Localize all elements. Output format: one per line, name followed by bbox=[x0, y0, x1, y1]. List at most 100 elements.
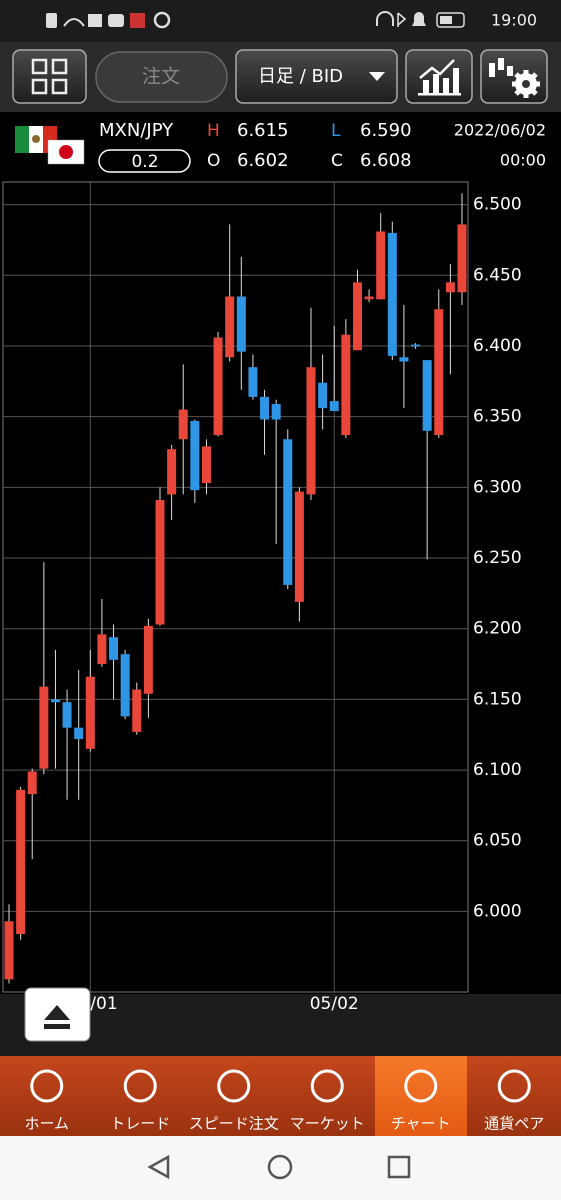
candle-body bbox=[16, 789, 26, 935]
candle-body bbox=[50, 699, 60, 703]
system-nav bbox=[0, 1136, 561, 1200]
candle-body bbox=[201, 446, 211, 484]
order-label: 注文 bbox=[142, 66, 180, 88]
close-label: C bbox=[331, 151, 343, 171]
chart-type-icon bbox=[418, 59, 461, 96]
candle-body bbox=[434, 309, 444, 436]
y-tick-label: 6.050 bbox=[473, 831, 522, 851]
candle-body bbox=[283, 439, 293, 585]
candle-body bbox=[399, 357, 409, 362]
nav-active bbox=[375, 1056, 467, 1136]
candle-body bbox=[306, 367, 316, 495]
candle-body bbox=[457, 224, 467, 293]
pair: MXN/JPY bbox=[99, 120, 174, 141]
candle-body bbox=[364, 296, 374, 300]
candle-body bbox=[248, 367, 258, 397]
open-value: 6.602 bbox=[237, 150, 289, 171]
candle-body bbox=[143, 625, 153, 694]
dropdown-arrow bbox=[369, 72, 385, 81]
candle-body bbox=[27, 771, 37, 795]
candle-body bbox=[167, 449, 177, 495]
low-label: L bbox=[331, 121, 341, 141]
nav-label: チャート bbox=[391, 1115, 451, 1133]
timeframe-label: 日足 / BID bbox=[258, 66, 343, 87]
candle-body bbox=[97, 634, 107, 665]
candle-body bbox=[155, 500, 165, 625]
candle-body bbox=[74, 727, 84, 739]
y-tick-label: 6.450 bbox=[473, 265, 522, 285]
candle-body bbox=[120, 654, 130, 717]
nav-icon bbox=[497, 1069, 531, 1103]
nav-icon bbox=[217, 1069, 251, 1103]
candle-body bbox=[236, 296, 246, 352]
candle-body bbox=[445, 282, 455, 293]
candle-body bbox=[352, 282, 362, 351]
chart-footer bbox=[0, 994, 561, 1056]
chart: 6.000 6.050 6.100 6.150 6.200 6.250 6.300 6.350… bbox=[2, 181, 522, 1014]
low-value: 6.590 bbox=[360, 120, 412, 141]
nav-label: 通貨ペア bbox=[484, 1115, 544, 1133]
nav-label: スピード注文 bbox=[189, 1115, 279, 1133]
candle-body bbox=[294, 491, 304, 602]
nav-label: マーケット bbox=[290, 1115, 365, 1133]
candle-body bbox=[190, 420, 200, 491]
y-tick-label: 6.000 bbox=[473, 901, 522, 921]
status-time: 19:00 bbox=[491, 11, 537, 30]
spread-box bbox=[98, 149, 191, 173]
candle-body bbox=[132, 689, 142, 732]
y-tick-label: 6.150 bbox=[473, 689, 522, 709]
candle-body bbox=[376, 231, 386, 300]
time: 00:00 bbox=[500, 151, 546, 170]
date: 2022/06/02 bbox=[454, 121, 546, 140]
candle-body bbox=[411, 344, 421, 347]
flags bbox=[15, 126, 85, 165]
spread: 0.2 bbox=[131, 152, 158, 172]
candle-body bbox=[387, 232, 397, 356]
system-nav-icons bbox=[147, 1154, 411, 1180]
x-tick-label: 05/02 bbox=[310, 994, 359, 1014]
candle-body bbox=[85, 676, 95, 749]
high-value: 6.615 bbox=[237, 120, 289, 141]
high-label: H bbox=[207, 121, 220, 141]
candle-body bbox=[39, 686, 49, 769]
order-button[interactable] bbox=[95, 51, 228, 103]
settings-icon bbox=[489, 58, 540, 98]
status-icons bbox=[46, 11, 465, 29]
nav-icon bbox=[404, 1069, 438, 1103]
y-tick-label: 6.100 bbox=[473, 760, 522, 780]
candle-body bbox=[329, 401, 339, 412]
nav-icon bbox=[123, 1069, 157, 1103]
menu-button[interactable] bbox=[12, 49, 87, 104]
candle-body bbox=[213, 337, 223, 436]
candle-body bbox=[422, 360, 432, 431]
bottom-nav bbox=[0, 1056, 561, 1136]
candle-body bbox=[318, 382, 328, 409]
nav-icon bbox=[310, 1069, 344, 1103]
candle-body bbox=[341, 334, 351, 436]
plot-area bbox=[2, 181, 469, 993]
status-bar bbox=[0, 0, 561, 42]
candle-body bbox=[4, 921, 14, 980]
y-tick-label: 6.200 bbox=[473, 619, 522, 639]
close-value: 6.608 bbox=[360, 150, 412, 171]
y-tick-label: 6.300 bbox=[473, 477, 522, 497]
y-tick-label: 6.250 bbox=[473, 548, 522, 568]
y-tick-label: 6.350 bbox=[473, 407, 522, 427]
candle-body bbox=[62, 702, 72, 728]
candle-body bbox=[260, 396, 270, 420]
open-label: O bbox=[207, 151, 220, 171]
candle-body bbox=[109, 637, 119, 660]
nav-label: トレード bbox=[110, 1115, 170, 1133]
nav-label: ホーム bbox=[24, 1115, 69, 1133]
candle-body bbox=[225, 296, 235, 358]
timeframe-dropdown[interactable] bbox=[235, 49, 398, 104]
candle-body bbox=[271, 403, 281, 420]
y-tick-label: 6.500 bbox=[473, 195, 522, 215]
menu-icon bbox=[31, 58, 68, 95]
x-tick-label: /01 bbox=[90, 994, 117, 1014]
nav-icon bbox=[30, 1069, 64, 1103]
y-tick-label: 6.400 bbox=[473, 336, 522, 356]
candle-body bbox=[178, 409, 188, 440]
collapse-icon bbox=[44, 1005, 70, 1029]
